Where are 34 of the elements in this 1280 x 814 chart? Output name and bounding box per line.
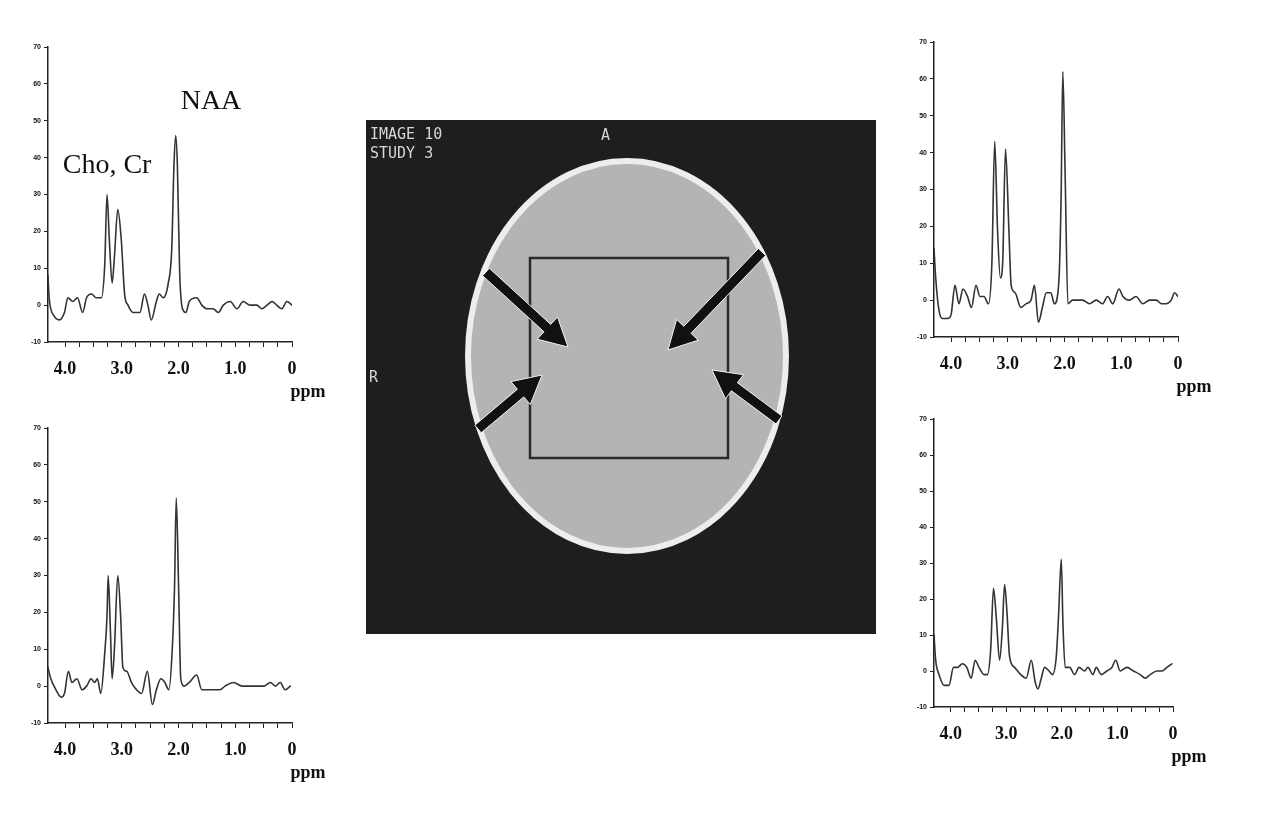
x-tick-label: 0: [287, 739, 297, 760]
x-tick-label: 2.0: [1050, 723, 1074, 744]
x-tick-label: 3.0: [110, 739, 134, 760]
line-series: [48, 134, 292, 321]
x-tick-label: 2.0: [1053, 353, 1076, 374]
x-tick-label: 1.0: [1110, 353, 1133, 374]
x-tick-label: 4.0: [53, 358, 77, 379]
x-tick-label: 0: [1168, 723, 1178, 744]
x-tick-label: 3.0: [996, 353, 1020, 374]
x-axis-title: ppm: [290, 380, 326, 401]
line-series: [934, 558, 1173, 690]
x-axis-title: ppm: [1171, 745, 1207, 766]
x-tick-label: 3.0: [110, 358, 134, 379]
x-axis-title: ppm: [290, 761, 326, 782]
x-tick-label: 0: [1173, 353, 1183, 374]
x-axis-title: ppm: [1176, 375, 1212, 396]
x-tick-label: 2.0: [167, 739, 190, 760]
x-tick-label: 4.0: [53, 739, 77, 760]
x-tick-label: 1.0: [1106, 723, 1129, 744]
x-tick-label: 4.0: [939, 353, 963, 374]
text: R: [369, 368, 379, 386]
x-tick-label: 1.0: [224, 358, 247, 379]
x-tick-label: 0: [287, 358, 297, 379]
text: IMAGE 10: [370, 125, 443, 143]
x-tick-label: 1.0: [224, 739, 247, 760]
annotation: NAA: [180, 84, 243, 116]
x-tick-label: 3.0: [995, 723, 1018, 744]
text: STUDY 3: [370, 144, 434, 162]
line-series: [934, 70, 1178, 324]
annotation: Cho, Cr: [62, 148, 153, 180]
line-series: [48, 497, 292, 706]
x-tick-label: 2.0: [167, 358, 190, 379]
text: A: [601, 126, 611, 144]
x-tick-label: 4.0: [939, 723, 962, 744]
